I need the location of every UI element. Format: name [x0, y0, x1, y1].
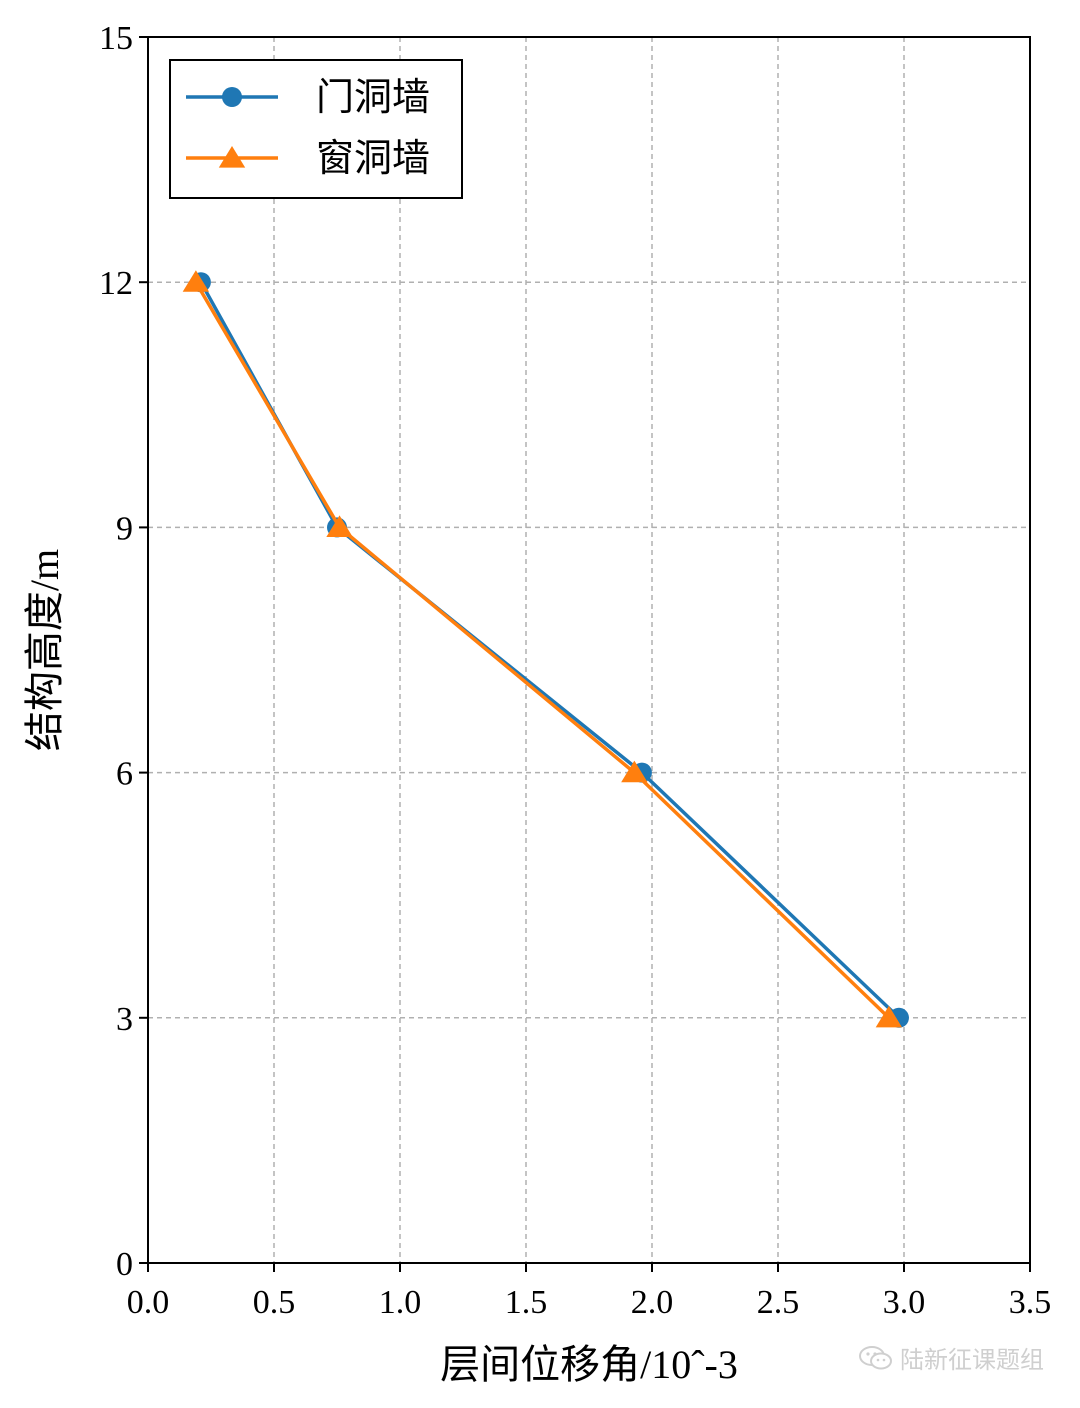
x-tick-label: 2.5: [757, 1284, 800, 1321]
series-line: [199, 281, 901, 1020]
series-1: [190, 272, 909, 1028]
y-axis-title: 结构高度/m: [22, 549, 67, 751]
legend-label: 窗洞墙: [316, 138, 430, 180]
legend-label: 门洞墙: [316, 77, 430, 119]
y-tick-label: 12: [99, 265, 133, 302]
x-tick-label: 2.0: [631, 1284, 674, 1321]
data-point: [182, 270, 210, 292]
legend-box: [169, 59, 463, 199]
plot-frame: [147, 36, 1031, 1264]
watermark-text: 陆新征课题组: [900, 1346, 1044, 1374]
x-tick-label: 0.5: [253, 1284, 296, 1321]
legend-marker: [222, 87, 242, 107]
y-tick-label: 0: [116, 1246, 133, 1283]
x-tick-label: 1.0: [379, 1284, 422, 1321]
grid: [148, 37, 1030, 1263]
y-tick-label: 15: [99, 20, 133, 57]
y-tick-label: 3: [116, 1001, 133, 1038]
x-axis-title: 层间位移角/10ˆ-3: [440, 1342, 738, 1387]
x-tick-label: 3.5: [1009, 1284, 1052, 1321]
wechat-icon: [859, 1345, 892, 1369]
x-tick-label: 1.5: [505, 1284, 548, 1321]
y-tick-label: 6: [116, 756, 133, 793]
data-point: [326, 515, 353, 537]
data-point: [621, 760, 648, 783]
x-tick-label: 3.0: [883, 1284, 926, 1321]
series-group: [182, 270, 909, 1028]
legend-marker: [218, 146, 246, 168]
ticks: 0.0 0.5 1.0 1.5 2.0 2.5 3.0 3.5 0 3 6 9 12 15: [99, 20, 1051, 1321]
watermark: 陆新征课题组: [858, 1340, 1044, 1375]
y-tick-label: 9: [116, 510, 133, 547]
series-2: [182, 270, 903, 1028]
data-point: [875, 1005, 903, 1028]
series-line: [194, 281, 891, 1020]
x-tick-label: 0.0: [127, 1284, 170, 1321]
